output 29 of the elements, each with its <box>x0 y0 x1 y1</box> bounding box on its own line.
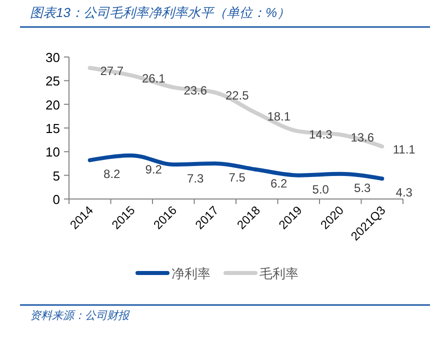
y-tick-label: 20 <box>46 97 60 112</box>
y-tick-label: 30 <box>46 50 60 65</box>
y-tick-label: 0 <box>52 192 60 207</box>
line-series <box>88 153 384 181</box>
data-label: 7.3 <box>187 171 204 186</box>
data-label: 5.0 <box>312 182 330 196</box>
data-label: 22.5 <box>225 88 250 102</box>
text: 资料来源：公司财报 <box>30 309 130 322</box>
chart-title: 图表13：公司毛利率净利率水平（单位：%） <box>30 5 290 20</box>
data-label: 27.7 <box>100 64 124 78</box>
y-tick-label: 10 <box>46 144 60 160</box>
data-label: 8.2 <box>104 167 121 182</box>
data-label: 13.6 <box>350 130 374 145</box>
line-series <box>88 66 384 148</box>
data-label: 5.3 <box>354 180 372 195</box>
data-label: 11.1 <box>392 142 416 156</box>
data-label: 23.6 <box>184 83 208 98</box>
data-label: 4.3 <box>396 186 413 200</box>
legend-label: 毛利率 <box>260 266 298 281</box>
data-label: 18.1 <box>267 109 291 124</box>
data-label: 14.3 <box>308 127 333 142</box>
data-label: 26.1 <box>142 71 166 86</box>
y-tick-label: 25 <box>46 74 60 89</box>
y-tick-label: 5 <box>52 168 60 184</box>
data-label: 7.5 <box>228 170 246 184</box>
data-label: 9.2 <box>145 162 162 176</box>
y-tick-label: 15 <box>46 121 60 136</box>
data-label: 6.2 <box>270 176 288 191</box>
legend-label: 净利率 <box>172 266 210 281</box>
